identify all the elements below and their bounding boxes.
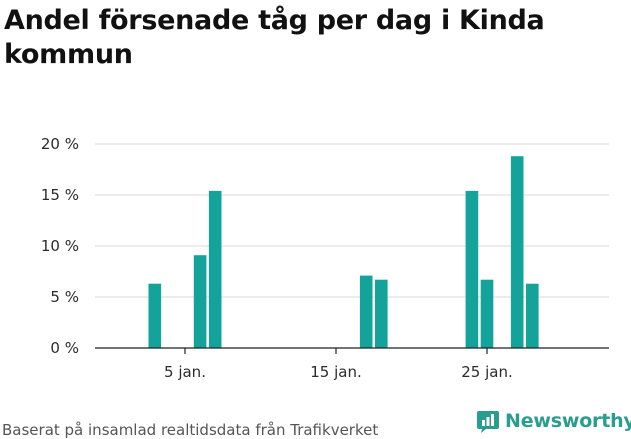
bar <box>375 279 388 348</box>
bars <box>148 156 539 348</box>
bar <box>148 283 162 348</box>
bar-chart: 0 % 5 % 10 % 15 % 20 % 5 jan. 15 jan. 25 jan. <box>41 135 609 381</box>
bar <box>465 190 479 348</box>
source-note: Baserat på insamlad realtidsdata från Tr… <box>2 421 379 439</box>
newsworthy-logo-icon <box>477 411 499 433</box>
bar <box>359 275 373 348</box>
x-axis-ticks: 5 jan. 15 jan. 25 jan. <box>164 348 513 381</box>
bar <box>526 283 539 348</box>
bar <box>208 190 222 348</box>
x-tick-label: 25 jan. <box>461 363 513 381</box>
y-tick-label: 5 % <box>50 288 79 306</box>
x-tick-label: 5 jan. <box>164 363 206 381</box>
y-tick-label: 15 % <box>41 186 79 204</box>
bar <box>193 255 207 348</box>
chart-title: Andel försenade tåg per dag i Kinda komm… <box>4 5 545 70</box>
y-tick-label: 0 % <box>50 339 79 357</box>
y-axis-ticks: 0 % 5 % 10 % 15 % 20 % <box>41 135 79 357</box>
brand-logo: Newsworthy <box>476 407 631 435</box>
y-tick-label: 20 % <box>41 135 79 153</box>
gridlines <box>95 143 609 298</box>
brand-name: Newsworthy <box>505 410 631 432</box>
x-tick-label: 15 jan. <box>310 363 362 381</box>
y-tick-label: 10 % <box>41 237 79 255</box>
bar <box>510 156 524 348</box>
bar <box>480 279 494 348</box>
